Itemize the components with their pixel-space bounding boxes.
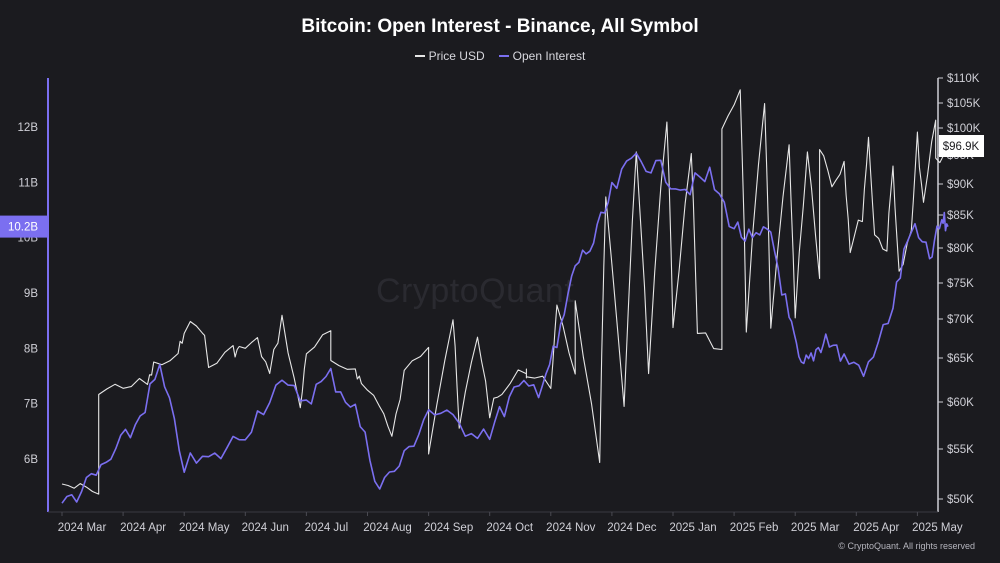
right-tick-label: $80K — [947, 243, 974, 255]
x-tick-label: 2024 Apr — [120, 522, 166, 534]
legend-item-price[interactable]: Price USD — [414, 49, 485, 63]
x-axis: 2024 Mar 2024 Apr 2024 May 2024 Jun 2024 Jul… — [48, 511, 963, 534]
right-tick-label: $85K — [947, 210, 974, 222]
series-line-price-usd — [61, 89, 949, 495]
right-tick-label: $90K — [947, 179, 974, 191]
x-tick-label: 2025 Mar — [791, 522, 840, 534]
left-tick-label: 9B — [24, 288, 38, 300]
x-tick-label: 2024 Oct — [486, 522, 533, 534]
right-tick-label: $110K — [947, 73, 980, 85]
left-tick-label: 6B — [24, 454, 38, 466]
x-tick-label: 2024 Mar — [58, 522, 107, 534]
right-axis: $110K$105K$100K$95K$90K$85K$80K$75K$70K$… — [937, 73, 981, 512]
x-tick-label: 2024 Jun — [242, 522, 289, 534]
x-tick-label: 2024 Sep — [424, 522, 473, 534]
right-tick-label: $100K — [947, 123, 981, 135]
left-tick-label: 7B — [24, 399, 38, 411]
price-current-tag: $96.9K — [943, 141, 980, 153]
legend-swatch-price — [414, 55, 425, 57]
right-tick-label: $70K — [947, 314, 974, 326]
series-line-open-interest — [61, 152, 949, 504]
x-tick-label: 2024 Aug — [363, 522, 412, 534]
x-tick-label: 2025 Feb — [730, 522, 779, 534]
legend-label-open-interest: Open Interest — [512, 49, 586, 63]
right-tick-label: $55K — [947, 444, 974, 456]
oi-current-tag: 10.2B — [8, 222, 38, 234]
right-tick-label: $60K — [947, 397, 974, 409]
x-tick-label: 2024 May — [179, 522, 230, 534]
x-tick-label: 2024 Dec — [607, 522, 656, 534]
value-tags: 10.2B $96.9K — [0, 135, 984, 238]
series-layer — [61, 89, 949, 504]
chart-title: Bitcoin: Open Interest - Binance, All Sy… — [301, 16, 699, 37]
left-tick-label: 12B — [18, 122, 39, 134]
watermark: CryptoQuant — [376, 272, 575, 310]
x-tick-label: 2025 May — [912, 522, 963, 534]
x-tick-label: 2024 Jul — [305, 522, 348, 534]
legend-item-open-interest[interactable]: Open Interest — [498, 49, 586, 63]
x-tick-label: 2024 Nov — [546, 522, 595, 534]
right-tick-label: $50K — [947, 494, 974, 506]
left-tick-label: 8B — [24, 343, 38, 355]
legend-swatch-open-interest — [498, 55, 509, 57]
x-tick-label: 2025 Apr — [853, 522, 899, 534]
oi-current-tag-bg — [0, 215, 47, 238]
right-tick-label: $105K — [947, 98, 981, 110]
x-tick-label: 2025 Jan — [669, 522, 716, 534]
copyright-text: © CryptoQuant. All rights reserved — [838, 541, 975, 551]
right-tick-label: $65K — [947, 353, 974, 365]
left-tick-label: 11B — [18, 177, 38, 189]
price-current-tag-bg — [939, 135, 984, 157]
legend-label-price: Price USD — [428, 49, 485, 63]
legend: Price USD Open Interest — [0, 49, 1000, 63]
right-tick-label: $75K — [947, 278, 974, 290]
